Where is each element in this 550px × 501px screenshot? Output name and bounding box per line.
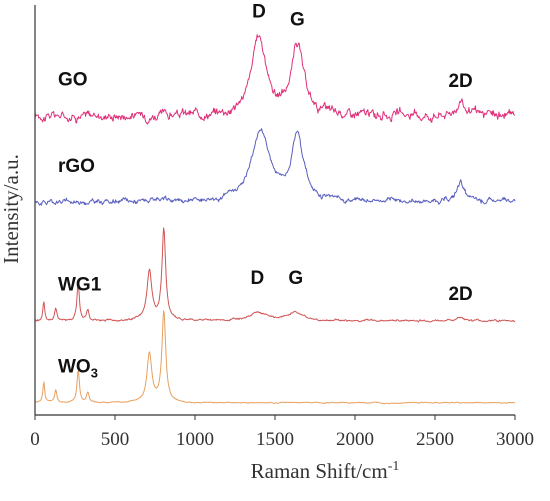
series-line-rgo <box>34 128 516 206</box>
series-label-subscript: 3 <box>91 366 98 381</box>
x-axis-title-main: Raman Shift/cm <box>251 459 388 483</box>
series-label-wg1: WG1 <box>58 275 102 296</box>
series-line-wo3 <box>34 310 516 405</box>
x-tick-layer: 0 500 1000 1500 2000 2500 3000 <box>30 415 534 450</box>
peak-label-go-g: G <box>290 10 305 31</box>
peak-label-wg1-g: G <box>288 268 303 289</box>
label-layer: GO D G 2D rGO WG1 D G 2D WO3 <box>58 1 473 380</box>
peak-label-wg1-d: D <box>251 268 265 289</box>
x-tick-label: 1500 <box>256 429 294 450</box>
y-axis-title: Intensity/a.u. <box>0 154 23 264</box>
series-label-main: GO <box>58 70 88 91</box>
peak-label-go-2d: 2D <box>448 71 472 92</box>
series-label-rgo: rGO <box>58 156 95 177</box>
series-label-wo3: WO3 <box>58 357 98 381</box>
x-axis-title-superscript: -1 <box>388 459 400 474</box>
x-axis-title: Raman Shift/cm-1 <box>251 459 400 483</box>
series-line-go <box>34 34 516 125</box>
x-tick-label: 0 <box>30 429 40 450</box>
series-line-wg1 <box>34 227 516 323</box>
x-tick-label: 500 <box>101 429 130 450</box>
peak-label-wg1-2d: 2D <box>448 284 472 305</box>
peak-label-go-d: D <box>252 1 266 22</box>
series-label-go: GO <box>58 70 88 91</box>
series-label-main: rGO <box>58 156 95 177</box>
x-tick-label: 1000 <box>176 429 214 450</box>
x-tick-label: 2000 <box>336 429 374 450</box>
x-tick-label: 3000 <box>496 429 534 450</box>
series-label-main: WG1 <box>58 275 102 296</box>
series-layer <box>34 34 516 405</box>
x-tick-label: 2500 <box>416 429 454 450</box>
axis-layer <box>34 5 515 416</box>
series-label-main: WO <box>58 357 91 378</box>
